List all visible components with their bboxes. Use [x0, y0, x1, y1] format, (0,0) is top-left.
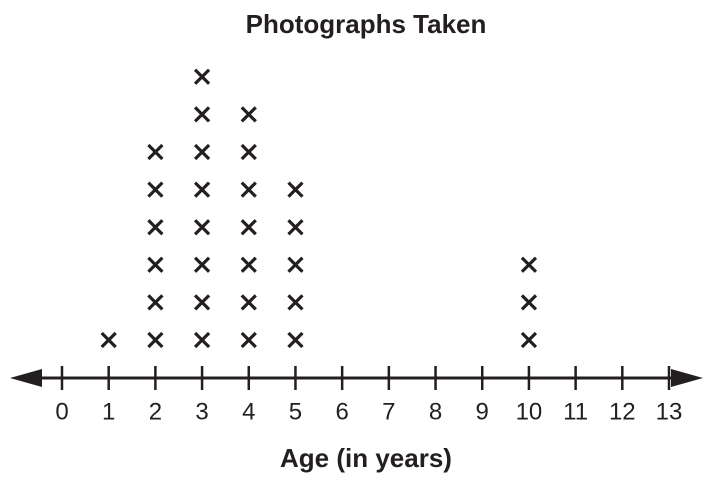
x-tick-label: 2: [149, 398, 162, 425]
x-mark: [193, 331, 211, 349]
x-mark: [240, 331, 257, 349]
x-mark: [147, 294, 164, 311]
arrow-left: [10, 369, 42, 387]
x-mark: [193, 106, 211, 123]
x-tick-label: 6: [335, 398, 348, 425]
x-mark: [193, 219, 211, 236]
x-tick-label: 12: [609, 398, 636, 425]
x-mark: [287, 331, 304, 349]
x-mark: [240, 181, 257, 198]
x-tick-label: 7: [382, 398, 395, 425]
x-tick-label: 3: [195, 398, 208, 425]
x-tick-label: 0: [55, 398, 68, 425]
x-mark: [100, 331, 117, 349]
x-mark: [240, 294, 257, 311]
x-mark: [147, 331, 164, 349]
arrow-right: [671, 369, 703, 387]
x-mark: [193, 256, 211, 273]
x-mark: [240, 143, 257, 161]
x-mark: [287, 256, 304, 273]
x-mark: [240, 256, 257, 273]
x-mark: [287, 219, 304, 236]
x-mark: [193, 143, 211, 161]
x-mark: [193, 294, 211, 311]
chart-title: Photographs Taken: [246, 9, 487, 39]
x-tick-label: 11: [563, 398, 588, 425]
x-tick-label: 4: [242, 398, 255, 425]
x-mark: [520, 331, 538, 349]
x-tick-label: 1: [102, 398, 115, 425]
x-mark: [147, 143, 164, 161]
x-mark: [520, 256, 538, 273]
x-mark: [240, 219, 257, 236]
x-axis-label: Age (in years): [280, 443, 452, 473]
x-mark: [147, 256, 164, 273]
x-mark: [193, 68, 211, 85]
x-tick-label: 5: [289, 398, 302, 425]
x-tick-label: 9: [476, 398, 489, 425]
x-mark: [147, 219, 164, 236]
x-mark: [287, 294, 304, 311]
x-mark: [240, 106, 257, 123]
x-mark: [193, 181, 211, 198]
x-mark: [147, 181, 164, 198]
x-tick-label: 13: [656, 398, 683, 425]
x-tick-label: 8: [429, 398, 442, 425]
x-tick-label: 10: [516, 398, 543, 425]
x-mark: [287, 181, 304, 198]
x-mark: [520, 294, 538, 311]
